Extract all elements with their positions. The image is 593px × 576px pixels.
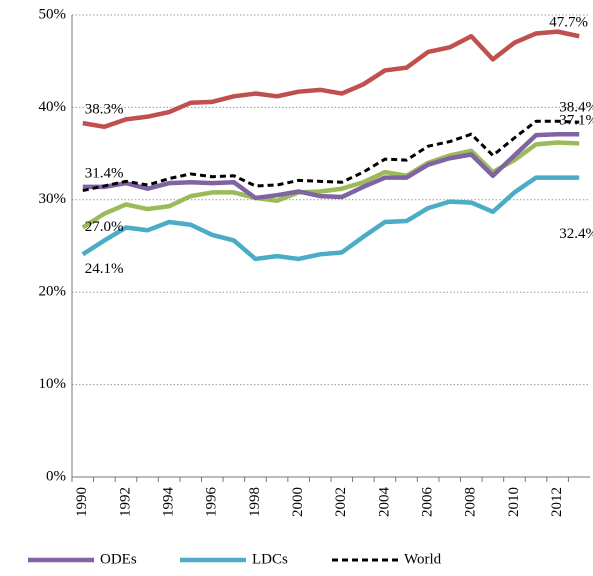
y-tick-label: 20% (39, 284, 67, 300)
data-label: 37.1% (559, 113, 593, 129)
x-tick-label: 2008 (463, 487, 479, 517)
x-tick-label: 2006 (420, 487, 436, 518)
x-tick-label: 1994 (161, 487, 177, 518)
data-label: 47.7% (549, 15, 588, 31)
legend-label: ODEs (100, 551, 137, 567)
x-tick-label: 1996 (204, 487, 220, 518)
x-tick-label: 2012 (549, 487, 565, 517)
x-tick-label: 2010 (506, 487, 522, 517)
y-tick-label: 40% (39, 99, 67, 115)
series-line (82, 131, 580, 201)
x-tick-label: 1998 (247, 487, 263, 517)
data-label: 38.3% (85, 102, 124, 118)
data-label: 38.4% (559, 100, 593, 116)
x-tick-label: 2002 (333, 487, 349, 517)
legend-label: World (404, 551, 442, 567)
series-line (82, 29, 580, 130)
series-line (81, 175, 580, 262)
x-tick-label: 1992 (117, 487, 133, 517)
data-label: 32.4% (559, 226, 593, 242)
legend-label: LDCs (252, 551, 288, 567)
y-tick-label: 0% (46, 468, 66, 484)
series-line (82, 119, 580, 193)
y-tick-label: 50% (39, 6, 67, 22)
data-label: 27.0% (85, 219, 124, 235)
data-label: 24.1% (85, 261, 124, 277)
x-tick-label: 1990 (74, 487, 90, 517)
data-label: 31.4% (85, 165, 124, 181)
x-tick-label: 2000 (290, 487, 306, 517)
y-tick-label: 10% (39, 376, 67, 392)
x-tick-label: 2004 (376, 487, 392, 518)
y-tick-label: 30% (39, 191, 67, 207)
